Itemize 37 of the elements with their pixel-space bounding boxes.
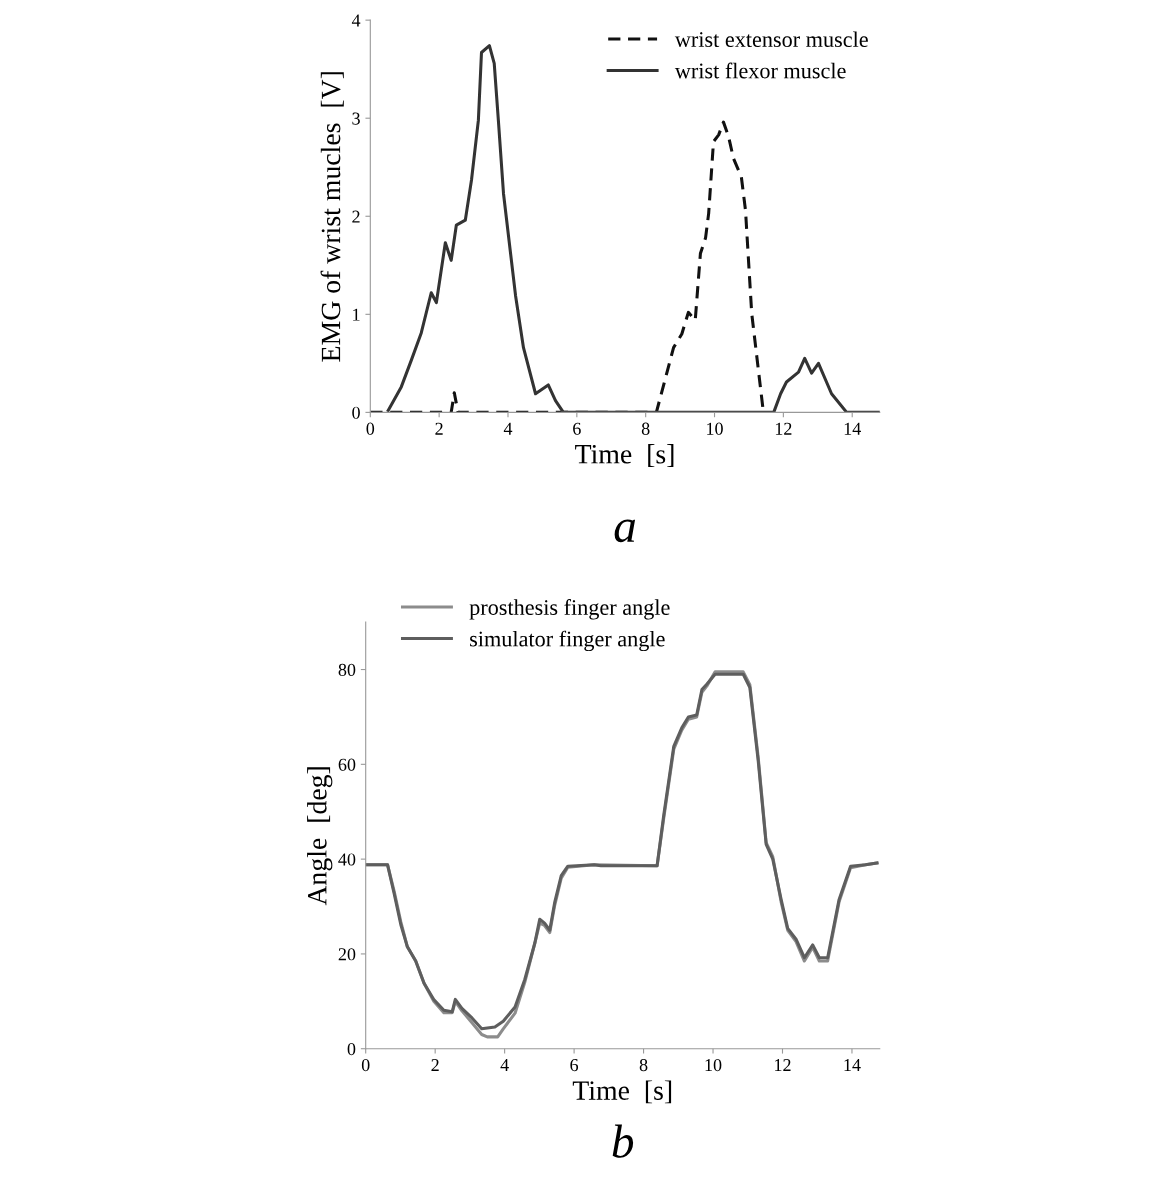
- x-tick-label: 10: [707, 422, 723, 435]
- x-tick-label: 2: [435, 422, 443, 435]
- x-tick-label: 4: [500, 1059, 509, 1071]
- legend-label: wrist flexor muscle: [674, 62, 846, 79]
- x-axis-title: Time [s]: [575, 444, 674, 468]
- x-tick-label: 6: [570, 1059, 579, 1072]
- x-tick-label: 8: [641, 422, 650, 435]
- line-series: [370, 120, 765, 413]
- y-tick-label: 0: [347, 1042, 356, 1056]
- x-axis-title: Time [s]: [572, 1080, 672, 1104]
- legend-label: simulator finger angle: [470, 630, 665, 652]
- y-tick-label: 2: [352, 210, 360, 223]
- y-tick-label: 20: [338, 948, 356, 961]
- x-tick-label: 2: [431, 1059, 439, 1071]
- y-tick-label: 40: [338, 853, 356, 866]
- y-tick-label: 60: [338, 758, 356, 771]
- legend-label: wrist extensor muscle: [674, 31, 868, 48]
- y-tick-label: 0: [352, 406, 360, 419]
- x-tick-label: 14: [844, 422, 861, 435]
- y-tick-label: 4: [351, 14, 361, 27]
- x-tick-label: 8: [639, 1058, 648, 1072]
- x-tick-label: 4: [503, 422, 513, 435]
- y-axis-title: EMG of wrist mucles [V]: [320, 72, 344, 362]
- x-tick-label: 12: [775, 422, 792, 435]
- y-tick-label: 1: [353, 308, 360, 321]
- y-tick-label: 3: [352, 112, 360, 125]
- y-tick-label: 80: [338, 663, 356, 676]
- text: b: [612, 1124, 634, 1158]
- x-tick-label: 10: [705, 1058, 722, 1072]
- x-tick-label: 14: [844, 1059, 861, 1071]
- x-tick-label: 6: [573, 422, 581, 435]
- y-axis-title: Angle [deg]: [307, 767, 333, 906]
- x-tick-label: 0: [366, 422, 375, 435]
- x-tick-label: 12: [775, 1059, 791, 1071]
- legend-label: prosthesis finger angle: [469, 599, 670, 620]
- x-tick-label: 0: [361, 1058, 370, 1072]
- text: a: [614, 519, 636, 543]
